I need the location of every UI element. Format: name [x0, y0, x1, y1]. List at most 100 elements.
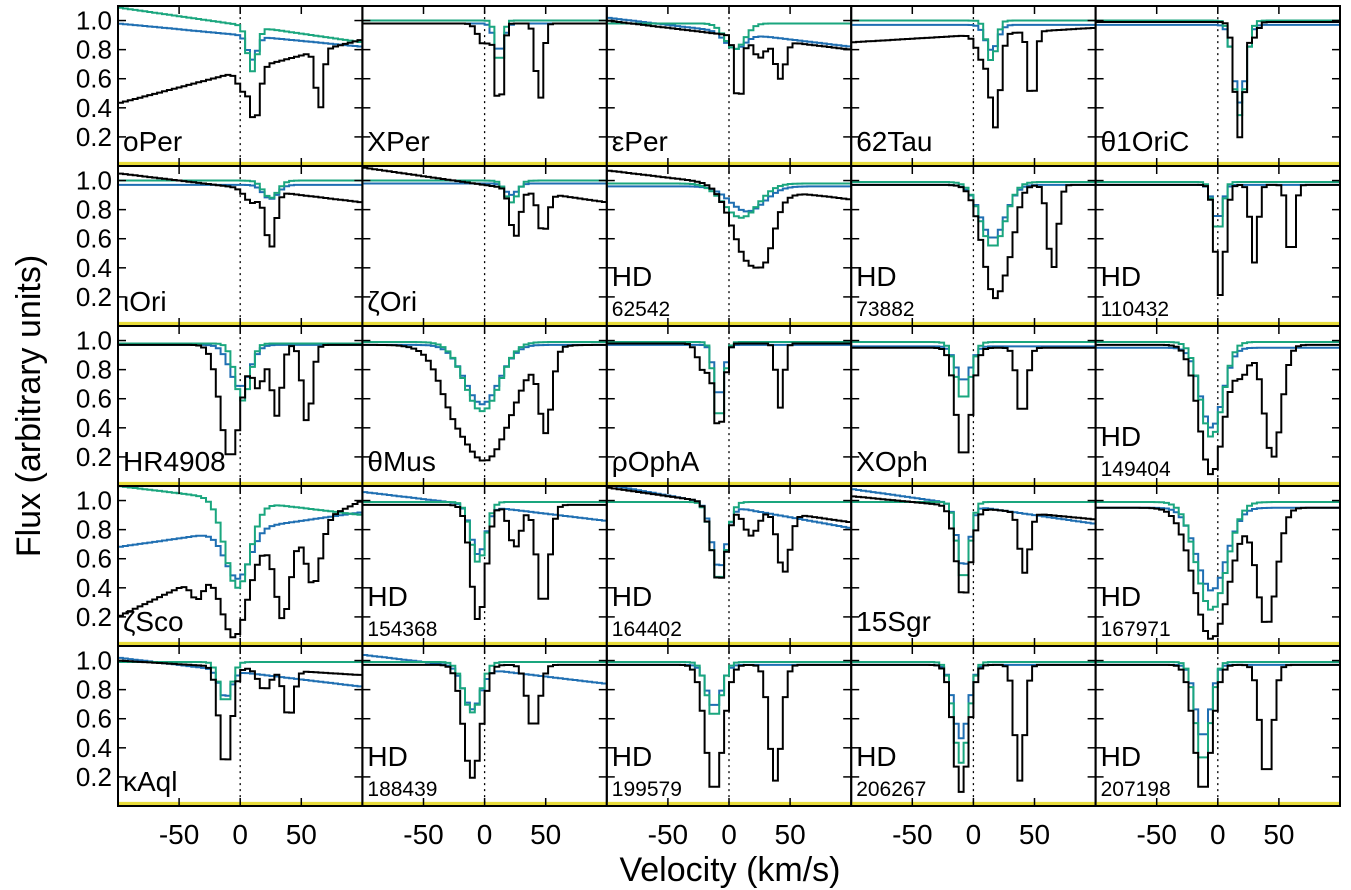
series-black	[1095, 183, 1340, 296]
series-green	[118, 6, 363, 73]
x-tick-label: 50	[775, 819, 806, 850]
panel-hd-62542: HD 62542	[605, 165, 853, 327]
star-label: XOph	[856, 446, 928, 477]
series-black	[851, 27, 1096, 129]
panel-hd-154368: HD 154368	[361, 485, 608, 647]
series-green	[362, 179, 607, 204]
star-label: HD	[612, 581, 652, 612]
panel-hr4908: 0.20.40.60.81.0 HR4908	[76, 325, 364, 487]
panel-62tau: 62Tau	[850, 5, 1097, 167]
series-green	[362, 501, 607, 563]
series-black	[362, 22, 607, 99]
series-black	[606, 486, 852, 579]
star-label: HD	[612, 261, 652, 292]
series-blue	[851, 345, 1096, 381]
series-green	[118, 342, 363, 402]
x-tick-label: 0	[1210, 819, 1226, 850]
y-tick-label: 0.8	[76, 35, 112, 65]
y-tick-label: 0.4	[76, 253, 112, 283]
x-tick-label: -50	[1136, 819, 1176, 850]
star-label: ζSco	[123, 606, 184, 637]
series-black	[606, 169, 852, 269]
panel-θmus: θMus	[361, 325, 608, 487]
x-axis-label: Velocity (km/s)	[619, 851, 840, 889]
x-tick-label: 50	[530, 819, 561, 850]
series-blue	[1095, 346, 1340, 429]
series-black	[362, 343, 607, 462]
panel-hd-206267: -50 0 50 HD 206267	[850, 645, 1097, 850]
series-black	[362, 166, 607, 237]
x-tick-label: -50	[403, 819, 443, 850]
panel-hd-207198: -50 0 50 HD 207198	[1094, 645, 1341, 850]
y-tick-label: 0.2	[76, 122, 112, 152]
panel-ιori: 0.20.40.60.81.0 ιOri	[76, 165, 364, 327]
star-label: ρOphA	[612, 446, 700, 477]
series-black	[851, 346, 1096, 454]
series-black	[1095, 21, 1340, 139]
y-tick-label: 0.2	[76, 282, 112, 312]
x-tick-label: 0	[721, 819, 737, 850]
panel-hd-199579: -50 0 50 HD 199579	[605, 645, 853, 850]
panel-hd-164402: HD 164402	[605, 485, 853, 647]
panel-εper: εPer	[605, 5, 853, 167]
panel-15sgr: 15Sgr	[850, 485, 1097, 647]
series-black	[606, 663, 852, 788]
y-tick-label: 1.0	[76, 486, 112, 516]
series-blue	[362, 343, 607, 406]
series-green	[851, 341, 1096, 398]
y-tick-label: 0.8	[76, 355, 112, 385]
series-blue	[606, 185, 852, 213]
star-label: oPer	[123, 126, 182, 157]
series-black	[606, 342, 852, 425]
series-green	[606, 182, 852, 219]
panel-plot	[362, 6, 607, 166]
panel-ζsco: 0.20.40.60.81.0 ζSco	[76, 485, 364, 647]
star-label: HD	[856, 261, 896, 292]
y-tick-label: 0.4	[76, 93, 112, 123]
star-label: HD	[1101, 421, 1141, 452]
panel-plot	[362, 326, 607, 486]
panel-κaql: 0.20.40.60.81.0 -50 0 50 κAql	[76, 645, 364, 850]
star-label: εPer	[612, 126, 668, 157]
series-green	[606, 661, 852, 715]
x-tick-label: -50	[892, 819, 932, 850]
series-black	[118, 659, 363, 761]
series-black	[118, 172, 363, 248]
star-label-number: 207198	[1101, 778, 1171, 801]
star-label: HD	[1101, 261, 1141, 292]
star-label-number: 188439	[367, 778, 437, 801]
y-tick-label: 0.6	[76, 64, 112, 94]
x-tick-label: -50	[648, 819, 688, 850]
star-label: XPer	[367, 126, 429, 157]
star-label: HD	[612, 741, 652, 772]
star-label: θ1OriC	[1101, 126, 1190, 157]
series-black	[851, 663, 1096, 793]
star-label-number: 73882	[856, 298, 914, 321]
panel-ζori: ζOri	[361, 165, 608, 327]
star-label: θMus	[367, 446, 435, 477]
star-label: HR4908	[123, 446, 226, 477]
series-black	[851, 495, 1096, 594]
series-green	[362, 661, 607, 714]
series-black	[1095, 663, 1340, 788]
y-tick-label: 0.4	[76, 413, 112, 443]
y-axis-label: Flux (arbitrary units)	[10, 255, 48, 557]
x-tick-label: 0	[966, 819, 982, 850]
star-label: HD	[856, 741, 896, 772]
y-tick-label: 1.0	[76, 326, 112, 356]
series-green	[606, 501, 852, 578]
star-label: HD	[367, 741, 407, 772]
star-label: κAql	[123, 766, 177, 797]
y-tick-label: 0.8	[76, 195, 112, 225]
series-green	[1095, 181, 1340, 228]
series-black	[362, 663, 607, 779]
y-tick-label: 1.0	[76, 6, 112, 36]
star-label-number: 154368	[367, 618, 437, 641]
series-black	[118, 500, 363, 639]
series-black	[1095, 506, 1340, 640]
y-tick-label: 0.2	[76, 762, 112, 792]
series-blue	[606, 343, 852, 394]
star-label-number: 164402	[612, 618, 682, 641]
